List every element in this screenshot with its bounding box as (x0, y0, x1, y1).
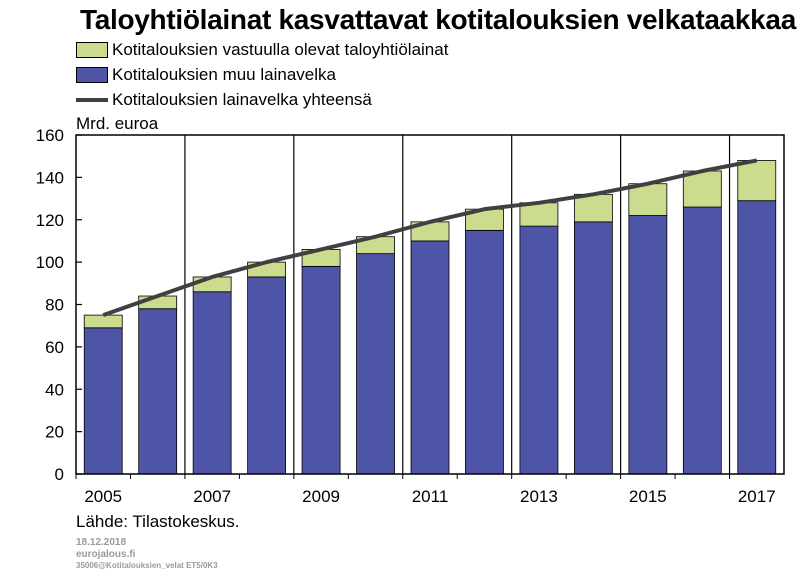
y-axis-unit-label: Mrd. euroa (76, 114, 159, 133)
bar-segment-other-loans (628, 215, 668, 475)
y-tick-label: 120 (36, 211, 64, 230)
legend-item-housing-company-loans: Kotitalouksien vastuulla olevat taloyhti… (76, 40, 448, 60)
y-tick-label: 140 (36, 168, 64, 187)
x-tick-label: 2009 (302, 487, 340, 506)
legend-item-other-loans: Kotitalouksien muu lainavelka (76, 65, 336, 85)
bar-segment-housing-company-loans (192, 276, 232, 293)
y-tick-label: 20 (45, 423, 64, 442)
bar-segment-other-loans (737, 200, 777, 475)
chart-code: 35006@Kotitalouksien_velat ET5/0K3 (76, 561, 218, 570)
legend-line-total-debt (76, 98, 108, 102)
bar-segment-other-loans (356, 253, 395, 475)
legend-label-total-debt: Kotitalouksien lainavelka yhteensä (112, 90, 372, 109)
axis-layer: 0 20 40 60 80 100 120 140 160 2005 2007 2009 2011 201… (36, 126, 785, 506)
chart-title: Taloyhtiölainat kasvattavat kotitalouksi… (80, 4, 796, 35)
grid-layer (184, 135, 731, 474)
source-note: Lähde: Tilastokeskus. (76, 512, 240, 531)
line-layer (102, 158, 758, 317)
legend-label-other-loans: Kotitalouksien muu lainavelka (112, 65, 336, 84)
bar-layer (83, 160, 777, 475)
x-tick-label: 2005 (84, 487, 122, 506)
publish-date: 18.12.2018 (76, 537, 127, 548)
bar-segment-housing-company-loans (573, 193, 613, 223)
x-tick-label: 2007 (193, 487, 231, 506)
bar-segment-other-loans (301, 265, 341, 475)
y-tick-label: 60 (45, 338, 64, 357)
y-tick-label: 100 (36, 253, 64, 272)
bar-segment-other-loans (573, 221, 613, 475)
legend-label-housing-company-loans: Kotitalouksien vastuulla olevat taloyhti… (112, 40, 449, 59)
bar-segment-other-loans (519, 225, 559, 475)
bar-segment-other-loans (682, 206, 722, 475)
bar-segment-housing-company-loans (737, 160, 777, 202)
y-tick-label: 0 (55, 465, 64, 484)
x-tick-label: 2011 (412, 487, 449, 506)
site-name: eurojalous.fi (76, 549, 136, 560)
bar-segment-other-loans (410, 240, 450, 475)
x-tick-label: 2013 (520, 487, 558, 506)
bar-segment-other-loans (138, 308, 178, 475)
x-tick-label: 2015 (629, 487, 667, 506)
bar-segment-housing-company-loans (628, 183, 668, 216)
legend-item-total-debt: Kotitalouksien lainavelka yhteensä (76, 90, 372, 110)
total-debt-line (102, 158, 758, 317)
legend-swatch-housing-company-loans (76, 42, 108, 58)
x-tick-label: 2017 (738, 487, 776, 506)
legend-swatch-other-loans (76, 67, 108, 83)
bar-segment-housing-company-loans (83, 314, 123, 329)
bar-segment-other-loans (465, 229, 504, 475)
y-tick-label: 40 (45, 380, 64, 399)
bar-segment-other-loans (83, 327, 123, 475)
y-tick-label: 160 (36, 126, 64, 145)
bar-segment-housing-company-loans (682, 170, 722, 208)
y-tick-label: 80 (45, 296, 64, 315)
bar-segment-other-loans (247, 276, 287, 475)
bar-segment-other-loans (192, 291, 232, 475)
